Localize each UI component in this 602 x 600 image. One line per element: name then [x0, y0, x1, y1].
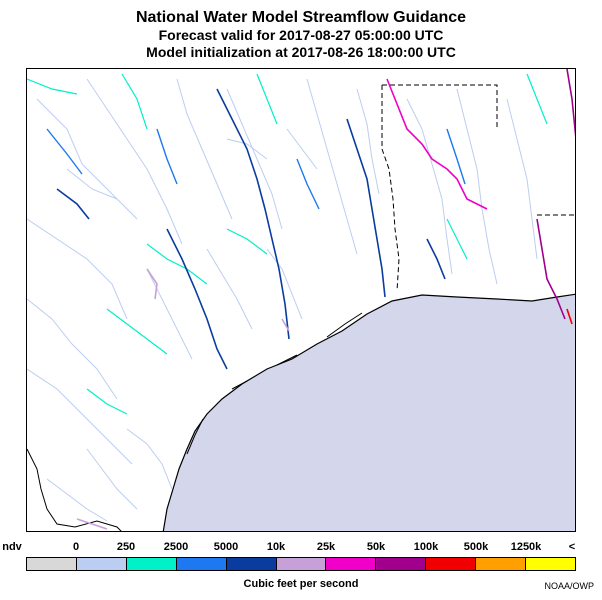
- barrier-islands: [186, 312, 363, 455]
- legend-label-5000: 5000: [213, 541, 239, 553]
- legend-color-bar: [26, 557, 576, 571]
- legend-label-0: 0: [72, 541, 80, 553]
- legend-label-max: <: [568, 541, 576, 553]
- flood-flow-rivers: [76, 69, 575, 530]
- map-canvas: [27, 69, 575, 531]
- legend-swatch: [426, 558, 477, 570]
- legend-swatch: [126, 558, 177, 570]
- legend-label-ndv: ndv: [2, 541, 22, 553]
- legend-label-50k: 50k: [366, 541, 386, 553]
- streamflow-map: [26, 68, 576, 532]
- low-flow-streams: [27, 78, 538, 522]
- legend-units: Cubic feet per second: [243, 578, 359, 590]
- legend-label-250: 250: [116, 541, 136, 553]
- legend-swatch: [226, 558, 277, 570]
- state-border: [381, 84, 498, 292]
- legend-label-1250k: 1250k: [510, 541, 542, 553]
- map-title: National Water Model Streamflow Guidance: [135, 9, 467, 26]
- model-init-text: Model initialization at 2017-08-26 18:00…: [146, 44, 456, 60]
- legend-label-500k: 500k: [463, 541, 489, 553]
- legend-swatch: [276, 558, 327, 570]
- legend-label-100k: 100k: [413, 541, 439, 553]
- legend-label-25k: 25k: [316, 541, 336, 553]
- high-flow-rivers: [46, 128, 466, 210]
- legend-swatch: [176, 558, 227, 570]
- medium-flow-streams: [27, 73, 548, 415]
- legend-swatch: [476, 558, 527, 570]
- forecast-valid-text: Forecast valid for 2017-08-27 05:00:00 U…: [158, 27, 444, 43]
- legend-labels: ndv 0 250 2500 5000 10k 25k 50k 100k 500…: [2, 541, 576, 555]
- legend-label-10k: 10k: [266, 541, 286, 553]
- legend-swatch: [76, 558, 127, 570]
- gulf-of-mexico: [162, 293, 575, 531]
- major-rivers: [56, 88, 446, 370]
- legend-swatch: [27, 558, 77, 570]
- legend-label-2500: 2500: [163, 541, 189, 553]
- legend-swatch: [526, 558, 575, 570]
- title-block: National Water Model Streamflow Guidance…: [0, 8, 602, 61]
- mexico-border: [27, 448, 122, 531]
- flow-legend: ndv 0 250 2500 5000 10k 25k 50k 100k 500…: [2, 541, 576, 581]
- legend-swatch: [376, 558, 427, 570]
- credit-text: NOAA/OWP: [544, 581, 594, 591]
- legend-swatch: [326, 558, 377, 570]
